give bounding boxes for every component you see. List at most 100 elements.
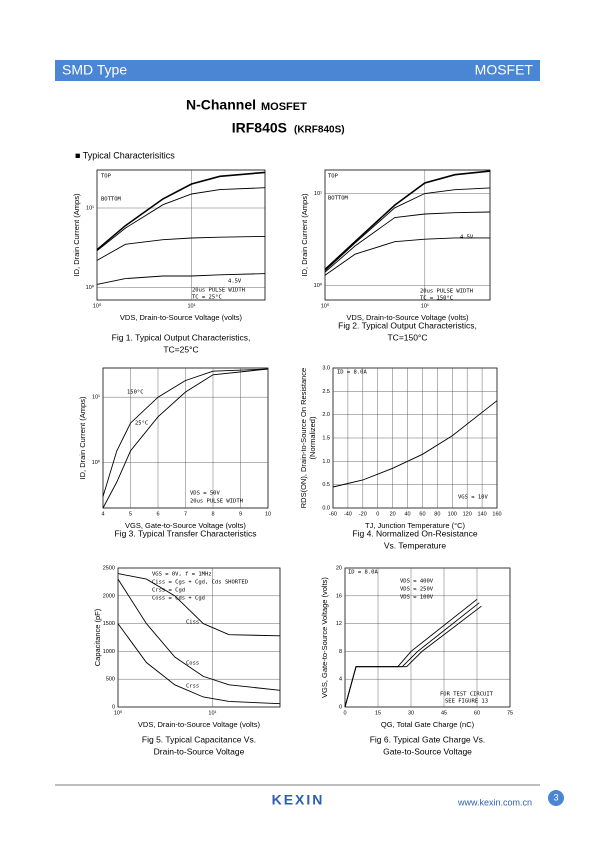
x-tick-label: 140	[477, 511, 486, 517]
figure-caption: TC=150°C	[387, 332, 427, 342]
title-2b: (KRF840S)	[294, 125, 345, 136]
curve	[117, 573, 281, 637]
y-tick-label: 2000	[103, 593, 115, 599]
annotation: Ciss	[186, 620, 199, 626]
header-left: SMD Type	[62, 62, 127, 78]
x-tick-label: -40	[344, 511, 352, 517]
x-tick-label: 60	[419, 511, 425, 517]
annotation: Ciss = Cgs + Cgd, Cds SHORTED	[152, 580, 248, 586]
y-tick-label: 10¹	[92, 395, 100, 401]
annotation: 20us PULSE WIDTH	[190, 499, 243, 505]
annotation: TC = 25°C	[192, 295, 222, 301]
annotation: Coss = Cds + Cgd	[152, 596, 205, 602]
curve	[324, 170, 491, 271]
x-tick-label: -60	[329, 511, 337, 517]
y-tick-label: 2.0	[322, 412, 330, 418]
curve	[332, 400, 498, 488]
figure-caption: Gate-to-Source Voltage	[383, 746, 472, 756]
y-tick-label: 10⁰	[92, 459, 101, 466]
y-tick-label: 12	[336, 621, 342, 627]
x-tick-label: 6	[156, 511, 159, 517]
y-tick-label: 16	[336, 593, 342, 599]
y-tick-label: 1.5	[322, 435, 330, 441]
curve	[117, 623, 281, 705]
x-tick-label: 45	[441, 710, 447, 716]
curve	[102, 368, 269, 497]
annotation: Coss	[186, 661, 199, 667]
footer-logo: KEXIN	[272, 792, 325, 808]
y-tick-label: 3.0	[322, 365, 330, 371]
figure-caption: Fig 6. Typical Gate Charge Vs.	[370, 734, 486, 744]
title-1: N-Channel	[186, 97, 256, 113]
y-tick-label: 0.5	[322, 482, 330, 488]
y-axis-label: VGS, Gate-to-Source Voltage (volts)	[320, 577, 329, 698]
annotation: TC = 150°C	[420, 296, 453, 302]
x-tick-label: 10⁰	[93, 302, 102, 309]
y-axis-label: ID, Drain Current (Amps)	[78, 396, 87, 479]
y-tick-label: 2.5	[322, 389, 330, 395]
x-tick-label: 8	[211, 511, 214, 517]
annotation: 20us PULSE WIDTH	[192, 288, 245, 294]
x-axis-label: TJ, Junction Temperature (°C)	[365, 521, 465, 530]
page-number: 3	[553, 792, 558, 802]
annotation: SEE FIGURE 13	[445, 699, 488, 705]
y-axis-label: ID, Drain Current (Amps)	[300, 193, 309, 276]
x-tick-label: 10⁰	[114, 709, 123, 716]
figure-caption: Vs. Temperature	[384, 540, 446, 550]
curve	[324, 187, 491, 272]
annotation: VGS = 0V, f = 1MHz	[152, 572, 212, 578]
annotation: VDS = 100V	[400, 595, 434, 601]
x-tick-label: 10⁰	[321, 302, 330, 309]
x-tick-label: -20	[359, 511, 367, 517]
y-tick-label: 0.0	[322, 505, 330, 511]
x-axis-label: VDS, Drain-to-Source Voltage (volts)	[120, 313, 243, 322]
y-tick-label: 0	[112, 704, 115, 710]
curve	[96, 273, 266, 285]
x-tick-label: 10¹	[421, 303, 429, 309]
figure-caption: Drain-to-Source Voltage	[154, 746, 245, 756]
x-tick-label: 40	[404, 511, 410, 517]
curve	[324, 211, 491, 273]
x-tick-label: 10	[265, 511, 271, 517]
y-tick-label: 10¹	[314, 191, 322, 197]
x-tick-label: 7	[184, 511, 187, 517]
header-bar	[55, 60, 540, 81]
y-axis-label: (Normalized)	[308, 416, 317, 459]
annotation: BOTTOM	[328, 196, 349, 202]
x-tick-label: 80	[434, 511, 440, 517]
title-1b: MOSFET	[261, 101, 307, 113]
x-tick-label: 5	[129, 511, 132, 517]
annotation: 150°C	[127, 390, 144, 396]
x-tick-label: 15	[375, 710, 381, 716]
x-tick-label: 20	[390, 511, 396, 517]
y-tick-label: 4	[339, 677, 342, 683]
annotation: VDS = 50V	[190, 491, 220, 497]
y-tick-label: 20	[336, 565, 342, 571]
annotation: TOP	[101, 174, 112, 180]
y-axis-label: Capacitance (pF)	[93, 608, 102, 666]
header-right: MOSFET	[475, 62, 534, 78]
charts: 10⁰ 10¹ 10⁰ 10¹ VDS, Drain-to-Source Voltage…	[72, 169, 513, 756]
y-tick-label: 1500	[103, 621, 115, 627]
figure-caption: TC=25°C	[163, 344, 198, 354]
page-badge	[548, 790, 564, 806]
footer-url: www.kexin.com.cn	[457, 797, 532, 807]
x-tick-label: 0	[376, 511, 379, 517]
x-tick-label: 100	[448, 511, 457, 517]
figure-caption: Fig 2. Typical Output Characteristics,	[338, 320, 477, 330]
y-tick-label: 2500	[103, 565, 115, 571]
annotation: ID = 8.0A	[348, 570, 378, 576]
curve	[96, 171, 266, 251]
x-tick-label: 4	[101, 511, 104, 517]
y-tick-label: 10⁰	[314, 282, 323, 289]
annotation: TOP	[328, 174, 339, 180]
annotation: Crss	[186, 684, 199, 690]
x-tick-label: 60	[474, 710, 480, 716]
annotation: 25°C	[135, 421, 148, 427]
y-tick-label: 1.0	[322, 459, 330, 465]
annotation: 4.5V	[228, 279, 242, 285]
x-tick-label: 10¹	[208, 710, 216, 716]
x-tick-label: 120	[463, 511, 472, 517]
x-axis-label: QG, Total Gate Charge (nC)	[381, 720, 475, 729]
annotation: ID = 8.0A	[337, 370, 367, 376]
